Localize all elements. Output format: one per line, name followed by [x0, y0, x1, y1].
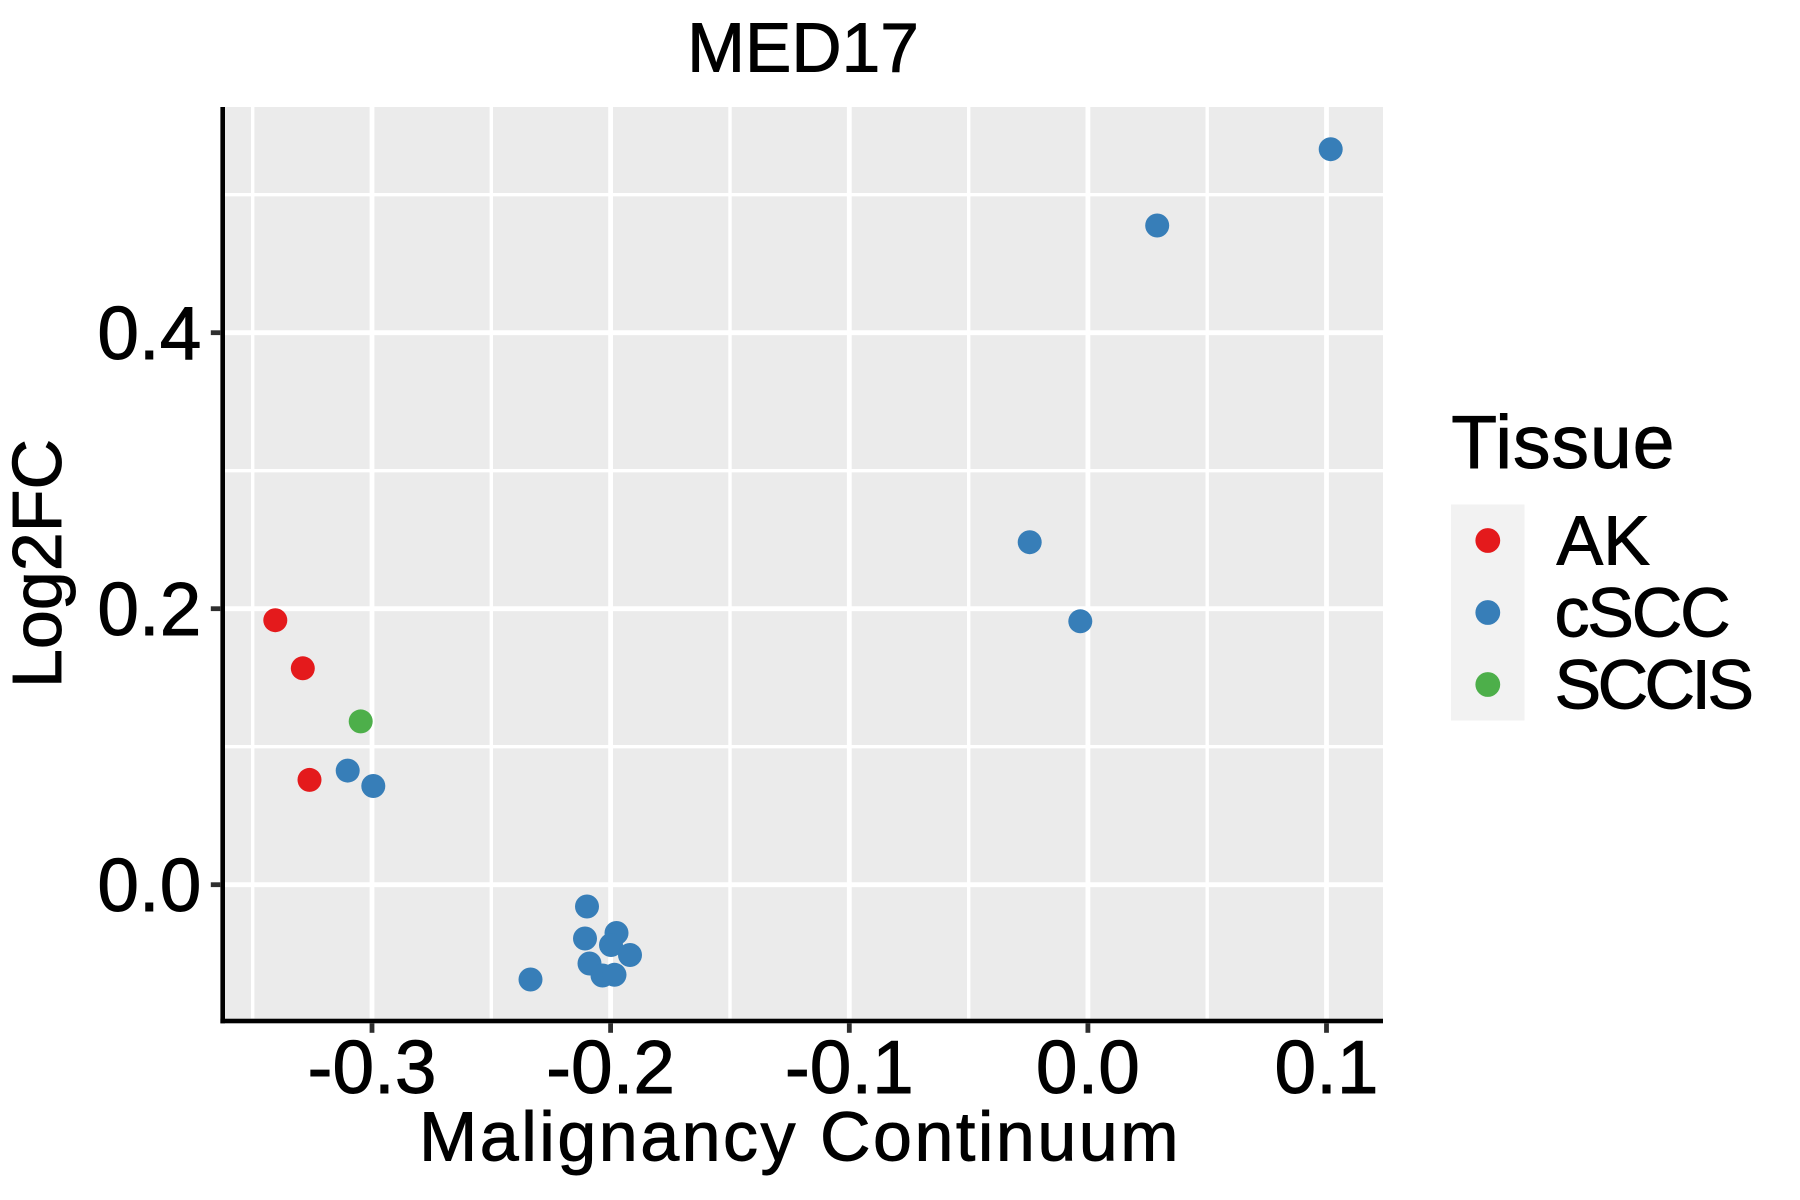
- svg-text:0.0: 0.0: [97, 843, 201, 927]
- svg-text:Tissue: Tissue: [1451, 400, 1675, 484]
- svg-text:0.0: 0.0: [1036, 1025, 1140, 1109]
- svg-text:-0.1: -0.1: [785, 1025, 914, 1109]
- svg-text:SCCIS: SCCIS: [1555, 645, 1752, 723]
- svg-text:Log2FC: Log2FC: [0, 439, 76, 688]
- svg-text:0.2: 0.2: [97, 567, 201, 651]
- svg-text:cSCC: cSCC: [1555, 573, 1729, 651]
- svg-text:0.4: 0.4: [97, 291, 201, 375]
- svg-text:AK: AK: [1557, 501, 1650, 579]
- svg-text:0.1: 0.1: [1275, 1025, 1379, 1109]
- svg-text:MED17: MED17: [687, 8, 919, 86]
- svg-text:Malignancy Continuum: Malignancy Continuum: [419, 1098, 1181, 1176]
- svg-text:-0.3: -0.3: [308, 1025, 437, 1109]
- svg-text:-0.2: -0.2: [546, 1025, 675, 1109]
